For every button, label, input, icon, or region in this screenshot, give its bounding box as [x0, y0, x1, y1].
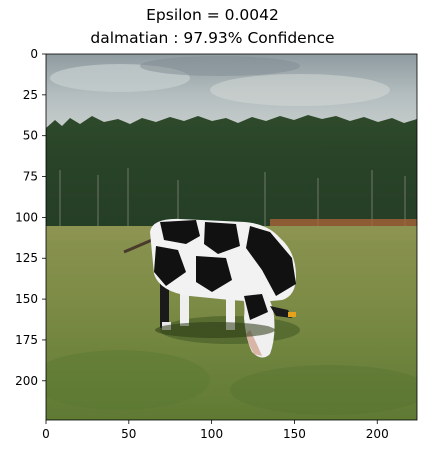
- plot-title-prediction: dalmatian : 97.93% Confidence: [90, 29, 335, 47]
- x-tick-label: 100: [200, 427, 223, 441]
- y-tick-label: 175: [15, 333, 38, 347]
- cow: [123, 218, 296, 358]
- y-tick-label: 50: [23, 129, 38, 143]
- y-tick-label: 200: [15, 374, 38, 388]
- y-tick-label: 125: [15, 251, 38, 265]
- y-tick-label: 0: [30, 47, 38, 61]
- y-tick-label: 150: [15, 292, 38, 306]
- y-tick-label: 100: [15, 210, 38, 224]
- axes-frame: [45, 53, 418, 421]
- x-axis: 0 50 100 150 200: [42, 420, 389, 441]
- x-tick-label: 150: [283, 427, 306, 441]
- plot-title-epsilon: Epsilon = 0.0042: [146, 6, 279, 24]
- y-tick-label: 25: [23, 88, 38, 102]
- photo: [46, 54, 417, 420]
- x-tick-label: 0: [42, 427, 50, 441]
- y-axis: 0 25 50 75 100 125 150 175 200: [15, 47, 46, 388]
- x-tick-label: 200: [366, 427, 389, 441]
- x-tick-label: 50: [121, 427, 136, 441]
- y-tick-label: 75: [23, 170, 38, 184]
